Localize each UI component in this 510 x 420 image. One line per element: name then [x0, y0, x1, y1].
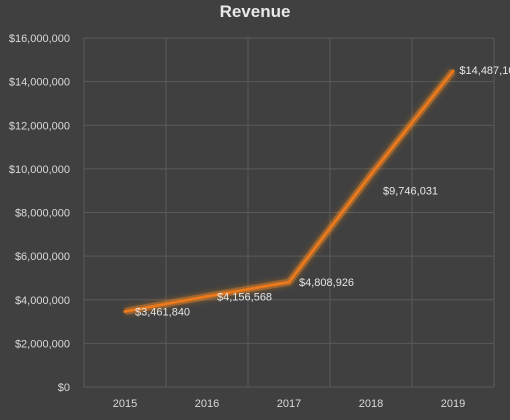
data-label: $14,487,103 — [459, 65, 510, 77]
data-point — [123, 309, 127, 313]
x-tick-label: 2018 — [359, 398, 383, 410]
x-axis-tick-labels: 2015 2016 2017 2018 2019 — [113, 398, 465, 410]
y-axis-tick-labels: $0 $2,000,000 $4,000,000 $6,000,000 $8,000,0… — [9, 33, 70, 394]
data-label: $4,808,926 — [299, 277, 354, 289]
data-labels: $3,461,840 $4,156,568 $4,808,926 $9,746,031… — [135, 65, 510, 318]
data-label: $3,461,840 — [135, 306, 190, 318]
data-label: $4,156,568 — [217, 291, 272, 303]
data-point — [451, 69, 455, 73]
x-tick-label: 2015 — [113, 398, 137, 410]
x-tick-label: 2016 — [195, 398, 219, 410]
series-line — [123, 68, 456, 315]
y-tick-label: $14,000,000 — [9, 77, 70, 89]
y-tick-label: $0 — [58, 382, 70, 394]
y-tick-label: $2,000,000 — [15, 338, 70, 350]
chart-title: Revenue — [220, 2, 291, 21]
data-point — [369, 172, 373, 176]
x-tick-label: 2019 — [441, 398, 465, 410]
data-label: $9,746,031 — [383, 185, 438, 197]
x-tick-label: 2017 — [277, 398, 301, 410]
y-tick-label: $4,000,000 — [15, 295, 70, 307]
y-tick-label: $6,000,000 — [15, 251, 70, 263]
y-tick-label: $8,000,000 — [15, 208, 70, 220]
y-tick-label: $10,000,000 — [9, 164, 70, 176]
data-point — [287, 280, 291, 284]
gridlines — [83, 37, 495, 388]
y-tick-label: $12,000,000 — [9, 120, 70, 132]
y-tick-label: $16,000,000 — [9, 33, 70, 45]
data-point — [205, 294, 209, 298]
